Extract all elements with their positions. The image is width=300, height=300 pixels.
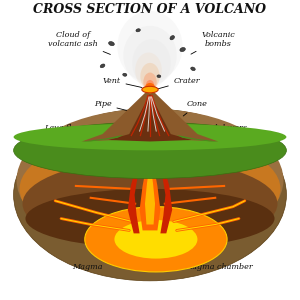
Ellipse shape	[140, 63, 160, 90]
Ellipse shape	[100, 64, 105, 68]
Ellipse shape	[132, 39, 171, 87]
Ellipse shape	[109, 41, 114, 46]
Ellipse shape	[123, 26, 177, 85]
Ellipse shape	[136, 29, 140, 32]
Ellipse shape	[142, 86, 158, 93]
Ellipse shape	[123, 73, 127, 76]
Ellipse shape	[14, 124, 286, 150]
Ellipse shape	[191, 67, 195, 70]
Polygon shape	[109, 94, 191, 142]
Text: Volcanic
bombs: Volcanic bombs	[191, 31, 235, 54]
Ellipse shape	[22, 159, 278, 248]
Polygon shape	[82, 135, 123, 142]
Polygon shape	[128, 136, 150, 233]
Polygon shape	[82, 88, 218, 142]
Ellipse shape	[145, 83, 155, 93]
Ellipse shape	[170, 36, 175, 40]
Ellipse shape	[117, 11, 183, 82]
Text: Ash layers: Ash layers	[199, 124, 248, 134]
Text: Magma chamber: Magma chamber	[184, 243, 253, 272]
Text: Pipe: Pipe	[94, 100, 135, 112]
Ellipse shape	[146, 80, 154, 93]
Text: Lava flow: Lava flow	[44, 124, 100, 134]
Ellipse shape	[14, 109, 286, 281]
Text: Crater: Crater	[158, 77, 200, 89]
Ellipse shape	[14, 122, 286, 178]
Polygon shape	[177, 135, 218, 142]
Text: CROSS SECTION OF A VOLCANO: CROSS SECTION OF A VOLCANO	[34, 3, 266, 16]
Ellipse shape	[16, 109, 283, 251]
Ellipse shape	[26, 189, 275, 248]
Text: Cloud of
volcanic ash: Cloud of volcanic ash	[48, 31, 110, 54]
Ellipse shape	[180, 47, 185, 52]
Text: Vent: Vent	[102, 77, 142, 88]
Ellipse shape	[20, 133, 281, 245]
Polygon shape	[140, 144, 160, 230]
Polygon shape	[145, 162, 155, 224]
Text: Cone: Cone	[183, 100, 208, 116]
Ellipse shape	[143, 73, 157, 92]
Ellipse shape	[135, 52, 162, 88]
Polygon shape	[150, 136, 172, 233]
Ellipse shape	[157, 75, 161, 78]
Ellipse shape	[85, 207, 227, 272]
Ellipse shape	[114, 220, 197, 259]
Text: Magma: Magma	[73, 245, 121, 272]
